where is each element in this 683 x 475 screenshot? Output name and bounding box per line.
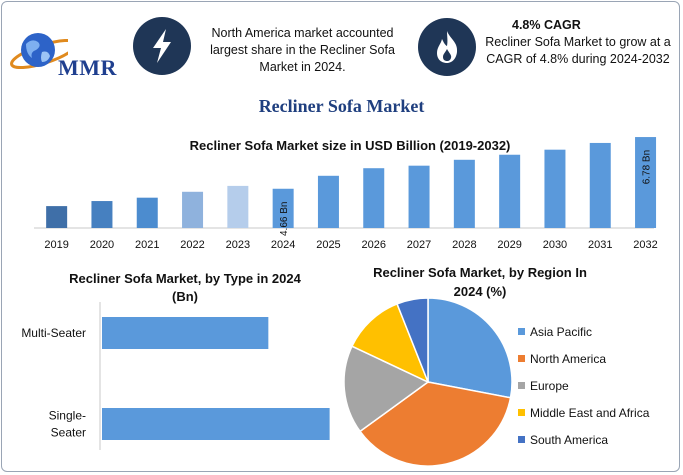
bar-2022 — [182, 191, 204, 228]
globe-icon — [10, 33, 78, 70]
y-tick-label: Single- — [49, 409, 86, 423]
bar-2030 — [544, 149, 566, 228]
x-tick-label: 2031 — [588, 239, 612, 251]
legend-label: Asia Pacific — [530, 324, 593, 339]
bar-2031 — [589, 142, 611, 228]
size-chart-title: Recliner Sofa Market size in USD Billion… — [189, 138, 511, 153]
info-north-america: North America market accounted largest s… — [200, 25, 405, 76]
x-tick-label: 2021 — [135, 239, 159, 251]
pie-slice-north-america — [358, 381, 512, 467]
info-line: Market in 2024. — [259, 60, 346, 74]
legend-item: Europe — [518, 372, 649, 399]
legend-label: Middle East and Africa — [530, 405, 650, 420]
pie-slice-middle-east-and-africa — [350, 302, 430, 384]
lightning-icon-badge — [133, 17, 191, 75]
x-tick-label: 2030 — [543, 239, 567, 251]
legend-swatch — [518, 328, 525, 335]
y-tick-label: Multi-Seater — [21, 326, 86, 340]
bar-2032 — [635, 137, 657, 228]
x-tick-label: 2024 — [271, 239, 295, 251]
bar-2025 — [317, 175, 339, 228]
x-tick-label: 2025 — [316, 239, 340, 251]
legend-item: Middle East and Africa — [518, 399, 649, 426]
data-label: 6.78 Bn — [642, 150, 653, 184]
legend-swatch — [518, 409, 525, 416]
lightning-icon — [153, 29, 171, 63]
region-chart-title-line: 2024 (%) — [453, 284, 507, 299]
x-tick-label: 2026 — [362, 239, 386, 251]
info-line: North America market accounted — [211, 26, 394, 40]
flame-icon-badge — [418, 18, 476, 76]
info-line: CAGR of 4.8% during 2024-2032 — [486, 52, 670, 66]
page-title: Recliner Sofa Market — [258, 96, 425, 116]
data-label: 4.66 Bn — [279, 202, 290, 236]
type-chart-title-line: (Bn) — [172, 289, 198, 304]
region-chart-title-line: Recliner Sofa Market, by Region In — [373, 265, 587, 280]
hbar-multi-seater — [102, 317, 269, 349]
region-legend: Asia Pacific North America Europe Middle Ea… — [518, 318, 649, 453]
hbar-single-seater — [102, 408, 330, 440]
info-line: Recliner Sofa Market to grow at a — [485, 35, 671, 49]
x-tick-label: 2028 — [452, 239, 476, 251]
bar-2023 — [227, 185, 249, 228]
legend-swatch — [518, 436, 525, 443]
bar-2021 — [136, 197, 158, 228]
x-tick-label: 2032 — [633, 239, 657, 251]
bar-2026 — [363, 168, 385, 228]
x-tick-label: 2022 — [180, 239, 204, 251]
pie-slice-south-america — [396, 297, 429, 383]
legend-swatch — [518, 355, 525, 362]
legend-label: North America — [530, 351, 607, 366]
legend-item: South America — [518, 426, 649, 453]
bar-2019 — [46, 206, 68, 228]
y-tick-label: Seater — [51, 426, 86, 440]
bar-2029 — [499, 154, 521, 228]
info-line: largest share in the Recliner Sofa — [210, 43, 395, 57]
pie-slice-asia-pacific — [427, 297, 513, 399]
logo — [8, 30, 128, 82]
logo-text: MMR — [58, 55, 117, 80]
legend-swatch — [518, 382, 525, 389]
type-chart-title-line: Recliner Sofa Market, by Type in 2024 — [69, 271, 301, 286]
legend-label: Europe — [530, 378, 569, 393]
x-tick-label: 2027 — [407, 239, 431, 251]
flame-icon — [437, 31, 458, 63]
bar-2024 — [272, 188, 294, 228]
x-tick-label: 2029 — [497, 239, 521, 251]
cagr-title: 4.8% CAGR — [512, 18, 581, 32]
region-chart-title: Recliner Sofa Market, by Region In 2024 … — [350, 263, 610, 301]
bar-2020 — [91, 201, 113, 228]
legend-label: South America — [530, 432, 609, 447]
bar-2028 — [453, 159, 475, 228]
pie-slice-europe — [343, 345, 430, 433]
legend-item: North America — [518, 345, 649, 372]
type-chart-title: Recliner Sofa Market, by Type in 2024 (B… — [30, 270, 340, 306]
x-tick-label: 2019 — [44, 239, 68, 251]
bar-2027 — [408, 165, 430, 228]
legend-item: Asia Pacific — [518, 318, 649, 345]
x-tick-label: 2023 — [226, 239, 250, 251]
info-cagr: 4.8% CAGR Recliner Sofa Market to grow a… — [478, 17, 678, 68]
x-tick-label: 2020 — [90, 239, 114, 251]
